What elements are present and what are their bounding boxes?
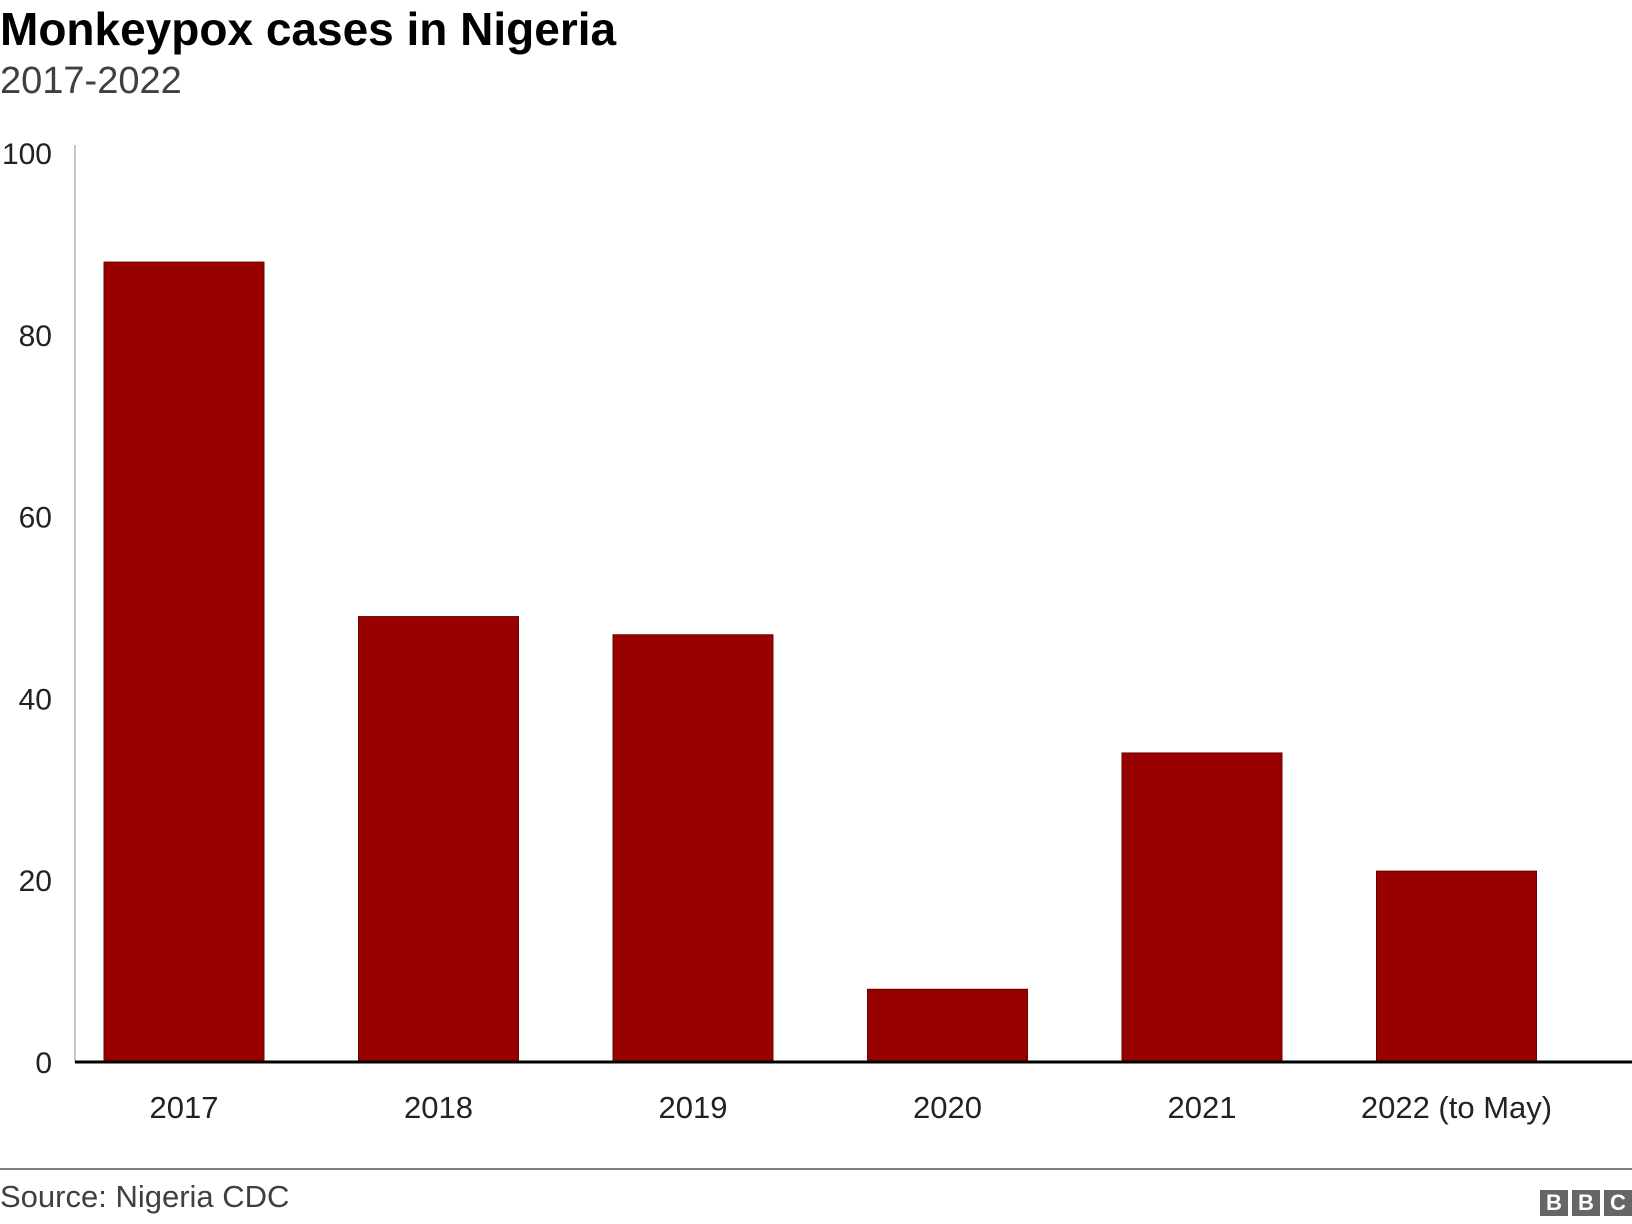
bar-2022 bbox=[1376, 870, 1537, 1063]
y-tick-label: 0 bbox=[35, 1047, 52, 1080]
bar-2017 bbox=[103, 261, 265, 1063]
bar-2019 bbox=[612, 634, 774, 1063]
y-tick-label: 100 bbox=[2, 138, 52, 171]
chart-subtitle: 2017-2022 bbox=[0, 60, 182, 102]
x-tick-label: 2020 bbox=[913, 1090, 982, 1125]
x-tick-label: 2018 bbox=[404, 1090, 473, 1125]
y-tick-label: 60 bbox=[19, 502, 52, 535]
x-tick-label: 2019 bbox=[659, 1090, 728, 1125]
x-tick-label: 2021 bbox=[1168, 1090, 1237, 1125]
source-note: Source: Nigeria CDC bbox=[0, 1179, 290, 1214]
bar-2021 bbox=[1121, 752, 1283, 1063]
bar-2018 bbox=[358, 616, 519, 1063]
x-tick-label: 2017 bbox=[150, 1090, 219, 1125]
source-divider bbox=[0, 1168, 1632, 1170]
y-tick-label: 40 bbox=[19, 683, 52, 716]
y-tick-label: 20 bbox=[19, 865, 52, 898]
y-tick-label: 80 bbox=[19, 320, 52, 353]
chart-title: Monkeypox cases in Nigeria bbox=[0, 3, 617, 55]
x-tick-label: 2022 (to May) bbox=[1361, 1090, 1552, 1125]
bar-2020 bbox=[867, 988, 1028, 1063]
